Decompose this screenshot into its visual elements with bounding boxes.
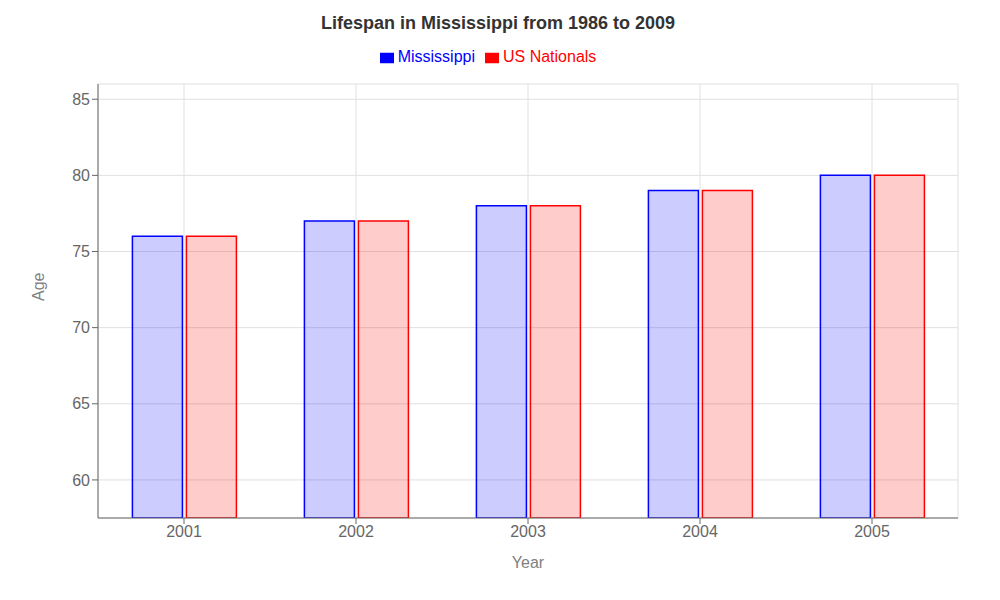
svg-text:75: 75 [72, 243, 90, 260]
html-text:Lifespan in Mississippi from 1: Lifespan in Mississippi from 1986 to 200… [320, 13, 676, 33]
svg-text:Year: Year [512, 554, 545, 571]
html-text:Mississippi: Mississippi [397, 48, 475, 65]
svg-text:80: 80 [72, 167, 90, 184]
svg-text:65: 65 [72, 395, 90, 412]
html-text:US Nationals: US Nationals [503, 48, 597, 65]
svg-text:70: 70 [72, 319, 90, 336]
svg-text:2001: 2001 [166, 523, 202, 540]
svg-text:Age: Age [30, 272, 47, 301]
svg-text:2003: 2003 [510, 523, 546, 540]
svg-text:2002: 2002 [338, 523, 374, 540]
svg-text:85: 85 [72, 91, 90, 108]
svg-text:2004: 2004 [682, 523, 718, 540]
svg-text:2005: 2005 [854, 523, 890, 540]
svg-text:60: 60 [72, 472, 90, 489]
